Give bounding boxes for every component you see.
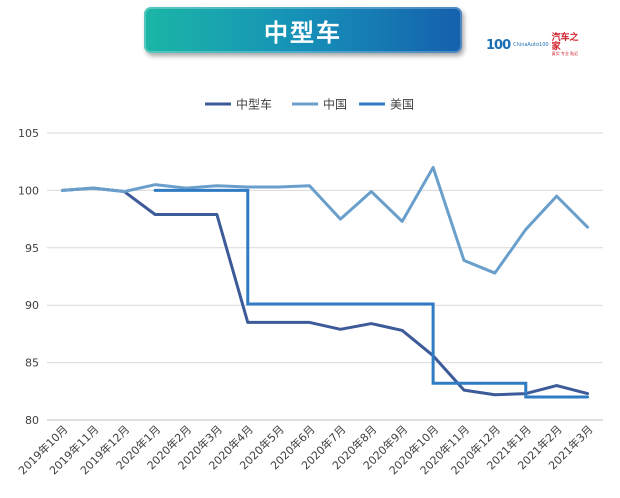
chart-title: 中型车 <box>264 18 342 47</box>
y-tick-label: 80 <box>25 414 39 427</box>
logo-text: ChinaAuto100 <box>513 41 549 48</box>
logo-tag: 真实 专业 贴近 <box>551 51 579 56</box>
title-banner: 中型车 <box>144 7 462 53</box>
series-line <box>60 165 590 275</box>
autohome-logo: 100 ChinaAuto100 汽车之家 真实 专业 贴近 <box>486 34 586 56</box>
y-tick-label: 85 <box>25 357 39 370</box>
y-tick-label: 105 <box>18 127 39 140</box>
y-tick-label: 95 <box>25 242 39 255</box>
series-line <box>153 188 590 399</box>
logo-brand-block: 汽车之家 真实 专业 贴近 <box>552 34 586 56</box>
legend-label: 中型车 <box>236 97 272 112</box>
logo-brand: 汽车之家 <box>551 33 579 52</box>
y-tick-label: 90 <box>25 299 39 312</box>
logo-mark: 100 <box>486 37 511 53</box>
logo-sub: ChinaAuto100 <box>513 41 549 48</box>
legend-label: 美国 <box>390 98 414 112</box>
y-tick-label: 100 <box>18 184 39 197</box>
legend-label: 中国 <box>323 97 347 112</box>
series-line <box>60 186 590 397</box>
